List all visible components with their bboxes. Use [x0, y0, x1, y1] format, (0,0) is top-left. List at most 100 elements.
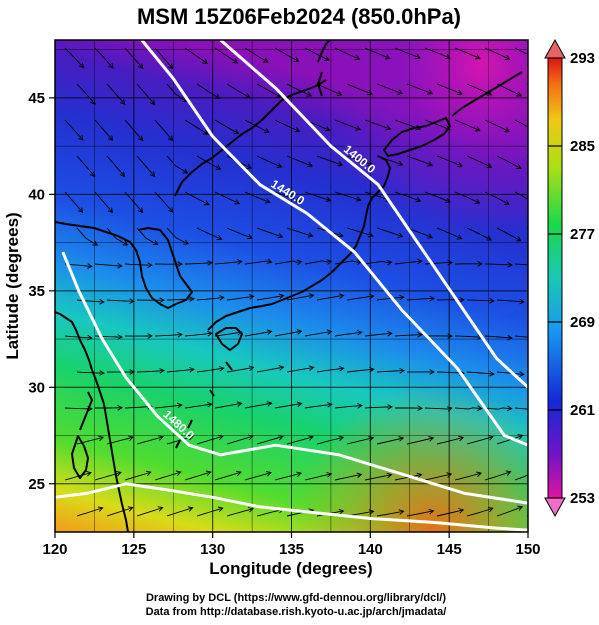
streamline [406, 297, 435, 301]
streamline [514, 335, 528, 338]
contour-line [140, 40, 528, 447]
streamline [106, 299, 135, 302]
streamline-arrow [117, 334, 123, 340]
streamline-arrow [218, 366, 225, 372]
streamline [94, 191, 113, 213]
streamline-arrow [477, 405, 483, 412]
streamline-arrow [296, 259, 303, 266]
streamline-arrow [338, 293, 345, 299]
streamline [214, 47, 238, 64]
streamline-arrow [337, 161, 344, 167]
streamline-arrow [397, 232, 404, 238]
streamline [256, 366, 284, 373]
streamline-arrow [445, 197, 451, 203]
streamline [424, 407, 452, 410]
streamline-arrow [356, 329, 363, 336]
streamline [376, 83, 403, 95]
streamline [196, 435, 224, 445]
streamline-arrow [107, 207, 114, 214]
streamline [136, 507, 163, 517]
streamline [466, 227, 492, 241]
streamline-arrow [206, 401, 213, 408]
streamline-arrow [107, 135, 114, 142]
streamline-arrow [307, 232, 314, 238]
streamline-arrow [489, 298, 495, 304]
streamline [304, 260, 332, 265]
streamline-arrow [137, 207, 144, 214]
streamline [256, 155, 282, 168]
streamline [514, 47, 528, 55]
streamline [244, 260, 272, 265]
streamline-arrow [119, 171, 126, 178]
streamline-arrow [127, 506, 134, 512]
streamline [184, 403, 212, 409]
streamline [196, 155, 221, 170]
streamline [496, 83, 522, 97]
streamline [226, 366, 254, 373]
streamline-arrow [399, 367, 405, 374]
streamline-arrow [535, 470, 540, 475]
streamline-arrow [119, 99, 126, 106]
streamline [214, 260, 242, 265]
streamline [376, 370, 405, 373]
streamline [376, 296, 404, 301]
streamline [346, 368, 374, 373]
streamline-arrow [326, 402, 333, 408]
streamline-arrow [99, 299, 105, 305]
streamline [106, 155, 125, 177]
streamline-arrow [137, 63, 144, 70]
streamline-arrow [428, 508, 435, 515]
streamline [316, 436, 344, 445]
streamline [454, 407, 482, 410]
streamline [64, 119, 84, 141]
colorbar-ticks: 293 285 277 269 261 253 [548, 50, 595, 507]
streamline [406, 227, 433, 239]
streamline-arrow [167, 63, 174, 70]
streamline [154, 191, 174, 213]
streamline-arrow [78, 135, 84, 141]
streamline-arrow [175, 470, 182, 476]
streamline-arrow [474, 126, 481, 132]
coast-sakhalin [317, 40, 331, 97]
colorbar-gradient [547, 57, 563, 499]
coast-asia-mainland [55, 311, 129, 532]
streamline-arrow [417, 405, 423, 411]
streamline [166, 298, 195, 301]
streamline-arrow [307, 161, 313, 168]
streamline-arrow [149, 99, 156, 106]
y-tick-label: 25 [28, 476, 45, 493]
streamline-arrow [235, 470, 242, 477]
streamline-arrow [456, 234, 463, 240]
streamline [316, 367, 344, 373]
streamline [76, 299, 104, 303]
streamline-arrow [326, 472, 333, 478]
streamline-arrow [338, 508, 345, 515]
streamline [94, 47, 114, 69]
streamline [214, 119, 239, 134]
streamline [94, 119, 114, 141]
streamline-arrow [89, 171, 96, 178]
streamline [406, 155, 433, 166]
streamline-arrow [386, 472, 393, 479]
streamline-arrow [278, 365, 285, 371]
streamline-arrow [202, 129, 209, 135]
streamline-arrow [117, 263, 123, 269]
streamline-arrow [262, 57, 269, 63]
streamline [514, 407, 528, 410]
streamline-arrow [397, 160, 404, 167]
streamline-arrow [247, 507, 254, 513]
streamline-arrow [325, 196, 332, 202]
streamline-arrow [205, 470, 212, 476]
streamline [274, 119, 300, 132]
streamline-arrow [219, 295, 225, 301]
colorbar-tick-label: 293 [570, 50, 595, 67]
streamline-arrow [147, 262, 153, 268]
streamline [334, 47, 360, 60]
streamline [94, 263, 122, 267]
streamline [526, 155, 528, 158]
streamline [214, 331, 242, 337]
streamline-arrow [177, 261, 183, 267]
streamline-arrow [248, 365, 255, 371]
